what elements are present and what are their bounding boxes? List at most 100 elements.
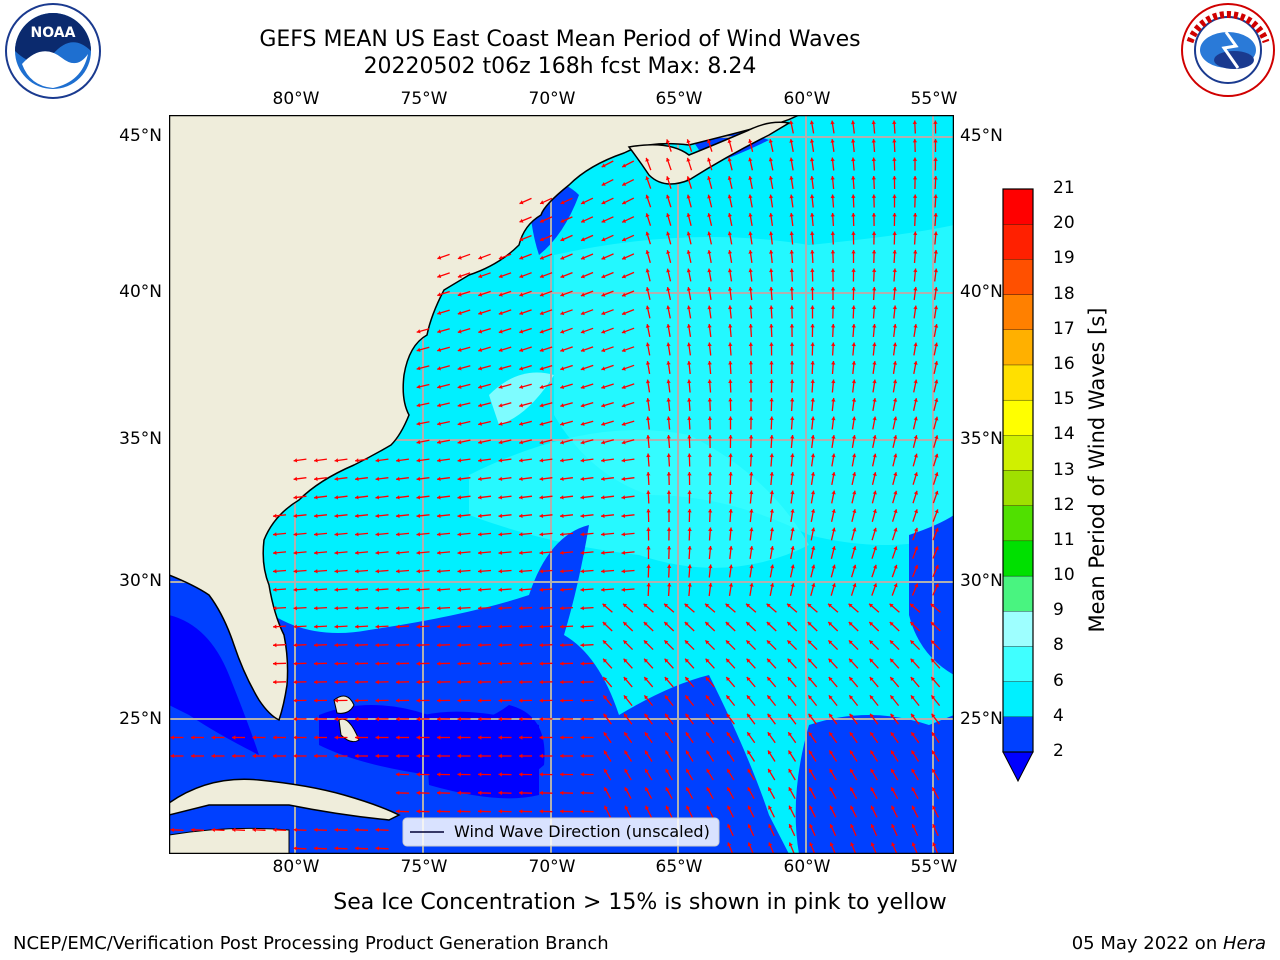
wave-direction-arrowhead [810, 213, 815, 217]
wave-direction-arrowhead [539, 532, 544, 537]
wave-direction-arrowhead [457, 587, 461, 592]
wave-direction-arrowhead [560, 513, 564, 518]
wave-direction-arrowhead [539, 661, 543, 666]
wave-direction-arrowhead [437, 440, 441, 445]
wave-direction-arrowhead [645, 231, 650, 236]
wave-direction-arrowhead [768, 824, 773, 829]
wave-direction-arrowhead [643, 622, 648, 626]
wave-direction-arrowhead [519, 403, 524, 408]
wave-direction-arrowhead [728, 546, 733, 550]
wave-direction-arrowhead [890, 695, 895, 700]
wave-direction-arrowhead [851, 231, 856, 235]
lon-label-bottom: 75°W [400, 857, 448, 877]
wave-direction-arrowhead [540, 255, 544, 260]
wave-direction-arrowhead [892, 120, 897, 124]
wave-direction-arrowhead [830, 194, 835, 199]
wave-direction-arrowhead [396, 587, 400, 592]
wave-direction-arrowhead [873, 583, 878, 588]
wave-direction-arrowhead [872, 287, 877, 291]
wave-direction-arrowhead [293, 716, 297, 722]
wave-direction-arrowhead [872, 509, 877, 514]
wave-direction-arrowhead [416, 716, 420, 722]
wave-direction-arrowhead [539, 421, 544, 426]
wave-direction-arrowhead [931, 732, 936, 737]
lon-label-top: 60°W [783, 89, 831, 109]
wave-direction-arrowhead [872, 398, 877, 402]
wave-direction-arrowhead [748, 416, 754, 420]
wave-direction-arrowhead [705, 603, 710, 608]
wave-direction-arrowhead [170, 753, 174, 759]
wave-direction-arrowhead [560, 550, 564, 555]
wave-direction-arrowhead [457, 292, 462, 297]
wave-direction-arrowhead [667, 583, 672, 587]
wave-direction-arrowhead [665, 732, 669, 737]
wave-direction-arrowhead [232, 735, 236, 740]
wave-direction-arrowhead [707, 416, 712, 420]
wave-direction-arrowhead [788, 787, 793, 792]
wave-direction-arrowhead [624, 805, 629, 810]
wave-direction-arrowhead [747, 787, 752, 792]
wave-direction-arrowhead [437, 366, 441, 371]
wave-direction-arrowhead [621, 440, 626, 445]
wave-direction-arrowhead [539, 772, 543, 777]
wave-direction-arrowhead [621, 495, 626, 500]
wave-direction-arrowhead [910, 658, 915, 663]
wave-direction-arrowhead [666, 416, 671, 421]
wave-direction-arrowhead [334, 624, 338, 629]
wave-direction-arrowhead [604, 750, 608, 755]
wave-direction-arrowhead [808, 658, 812, 663]
wave-direction-arrowhead [355, 458, 359, 463]
wave-direction-arrowhead [293, 513, 298, 518]
wave-direction-arrowhead [622, 237, 627, 242]
wave-direction-arrowhead [623, 640, 628, 645]
wave-direction-arrowhead [810, 305, 815, 309]
wave-direction-arrowhead [810, 472, 816, 476]
wave-direction-arrowhead [437, 698, 441, 703]
wave-direction-arrowhead [728, 453, 733, 457]
wave-direction-arrowhead [829, 768, 834, 773]
wave-direction-arrowhead [788, 713, 792, 718]
wave-direction-arrowhead [830, 213, 835, 217]
wave-direction-arrowhead [769, 324, 774, 328]
wave-direction-arrowhead [375, 846, 379, 851]
wave-direction-arrowhead [623, 603, 628, 608]
wave-direction-arrowhead [601, 476, 605, 481]
wave-direction-arrowhead [851, 305, 856, 309]
wave-direction-arrowhead [728, 379, 733, 383]
wave-direction-arrowhead [416, 569, 421, 574]
wave-direction-arrowhead [314, 735, 318, 740]
wave-direction-arrowhead [375, 661, 379, 666]
wave-direction-arrowhead [644, 713, 649, 718]
wave-direction-arrowhead [913, 250, 918, 254]
wave-direction-arrowhead [933, 287, 939, 291]
wave-direction-arrowhead [727, 213, 732, 217]
wave-direction-arrowhead [646, 453, 651, 458]
wave-direction-arrowhead [687, 472, 692, 476]
wave-direction-arrowhead [911, 732, 915, 737]
wave-direction-arrowhead [560, 790, 564, 796]
wave-direction-arrowhead [314, 753, 318, 759]
wave-direction-arrowhead [932, 842, 937, 847]
wave-direction-arrowhead [685, 658, 689, 663]
land-nova-scotia [627, 121, 792, 185]
wave-direction-arrowhead [749, 435, 754, 439]
wave-direction-arrowhead [645, 805, 649, 810]
wave-direction-arrowhead [831, 453, 836, 458]
colorbar-tick-label: 10 [1053, 565, 1075, 586]
wave-direction-arrowhead [601, 163, 606, 168]
wave-direction-arrowhead [560, 348, 565, 352]
wave-direction-arrowhead [437, 513, 441, 518]
wave-direction-arrowhead [727, 787, 731, 792]
wave-direction-arrowhead [334, 643, 338, 648]
lat-label-left: 40°N [119, 282, 162, 302]
wave-direction-arrowhead [396, 569, 400, 574]
wave-direction-arrowhead [375, 569, 380, 574]
wave-direction-arrowhead [601, 421, 606, 426]
wave-direction-arrowhead [934, 342, 939, 347]
wave-direction-arrowhead [767, 732, 772, 737]
colorbar-tick-label: 9 [1053, 600, 1064, 621]
wave-direction-arrowhead [913, 342, 918, 347]
wave-direction-arrowhead [687, 342, 692, 347]
wave-direction-arrowhead [790, 472, 795, 476]
wave-direction-arrowhead [478, 310, 483, 315]
